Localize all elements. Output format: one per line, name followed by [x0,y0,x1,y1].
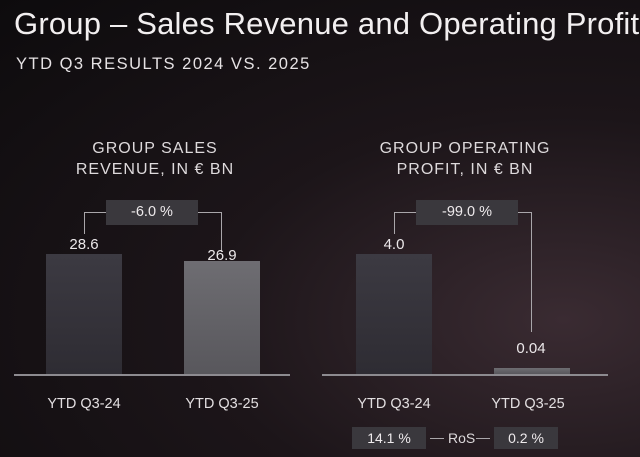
bar-value-label: 28.6 [69,236,99,253]
bar [494,368,570,374]
delta-connector-top-right [198,212,222,213]
bar [46,254,122,374]
chart-title-line-1: GROUP OPERATING [379,140,551,157]
bar-value-label: 4.0 [383,236,405,253]
sales-revenue-chart: GROUP SALES REVENUE, IN € BN -6.0 % 28.6… [0,0,310,457]
ros-value-2024: 14.1 % [352,427,426,449]
delta-connector-top-left [394,212,416,213]
delta-connector-left [84,212,85,234]
category-label: YTD Q3-25 [491,396,565,412]
chart-title-line-2: REVENUE, IN € BN [75,161,235,178]
chart-title-line-2: PROFIT, IN € BN [396,161,534,178]
ros-value-2025: 0.2 % [494,427,558,449]
bar-value-label: 0.04 [516,340,546,357]
page-subtitle: YTD Q3 RESULTS 2024 VS. 2025 [16,55,311,73]
x-axis-line [14,374,290,376]
category-label: YTD Q3-24 [357,396,431,412]
ros-connector-right [476,438,490,439]
delta-connector-left [394,212,395,234]
operating-profit-chart: GROUP OPERATING PROFIT, IN € BN -99.0 % … [310,0,640,457]
category-label: YTD Q3-24 [47,396,121,412]
ros-connector-left [430,438,444,439]
category-label: YTD Q3-25 [185,396,259,412]
chart-title: GROUP SALES REVENUE, IN € BN [0,138,310,180]
delta-badge: -6.0 % [106,200,198,225]
delta-badge: -99.0 % [416,200,518,225]
chart-title-line-1: GROUP SALES [92,140,218,157]
page-title: Group – Sales Revenue and Operating Prof… [14,6,640,41]
delta-connector-right [531,212,532,332]
delta-connector-right [221,212,222,252]
chart-title: GROUP OPERATING PROFIT, IN € BN [310,138,620,180]
bar-value-label: 26.9 [207,247,237,264]
delta-connector-top-left [84,212,106,213]
bar [184,261,260,374]
bar [356,254,432,374]
ros-label: RoS [448,430,476,446]
x-axis-line [322,374,608,376]
delta-connector-top-right [518,212,532,213]
